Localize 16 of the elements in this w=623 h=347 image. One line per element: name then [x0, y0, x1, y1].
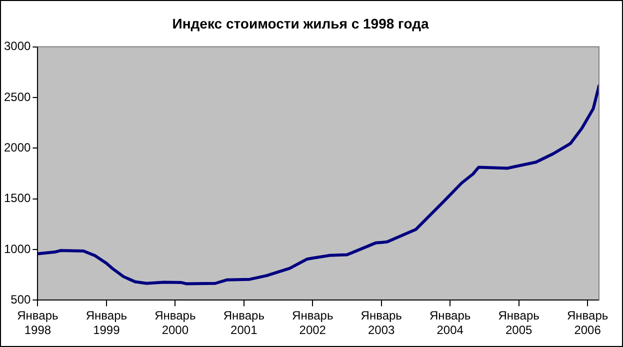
x-tick-label: Январь 2006: [566, 308, 608, 338]
x-tick-label: Январь 2004: [430, 308, 471, 338]
y-tick-label: 2500: [4, 90, 32, 104]
x-tick-label: Январь 2005: [498, 308, 540, 338]
y-tick-label: 1500: [4, 191, 32, 206]
y-tick-label: 3000: [4, 39, 32, 54]
x-tick-label: Январь 1999: [86, 308, 127, 338]
y-tick-label: 1000: [4, 242, 32, 256]
x-tick-label: Январь 2001: [223, 308, 264, 338]
y-tick-label: 2000: [4, 140, 32, 154]
chart-title: Индекс стоимости жилья с 1998 года: [172, 15, 429, 32]
x-tick-label: Январь 2003: [360, 308, 402, 338]
x-tick-label: Январь 2002: [292, 308, 334, 338]
y-tick-label: 500: [10, 292, 32, 307]
x-tick-label: Январь 2000: [154, 308, 196, 338]
x-tick-label: Январь 1998: [17, 308, 58, 338]
